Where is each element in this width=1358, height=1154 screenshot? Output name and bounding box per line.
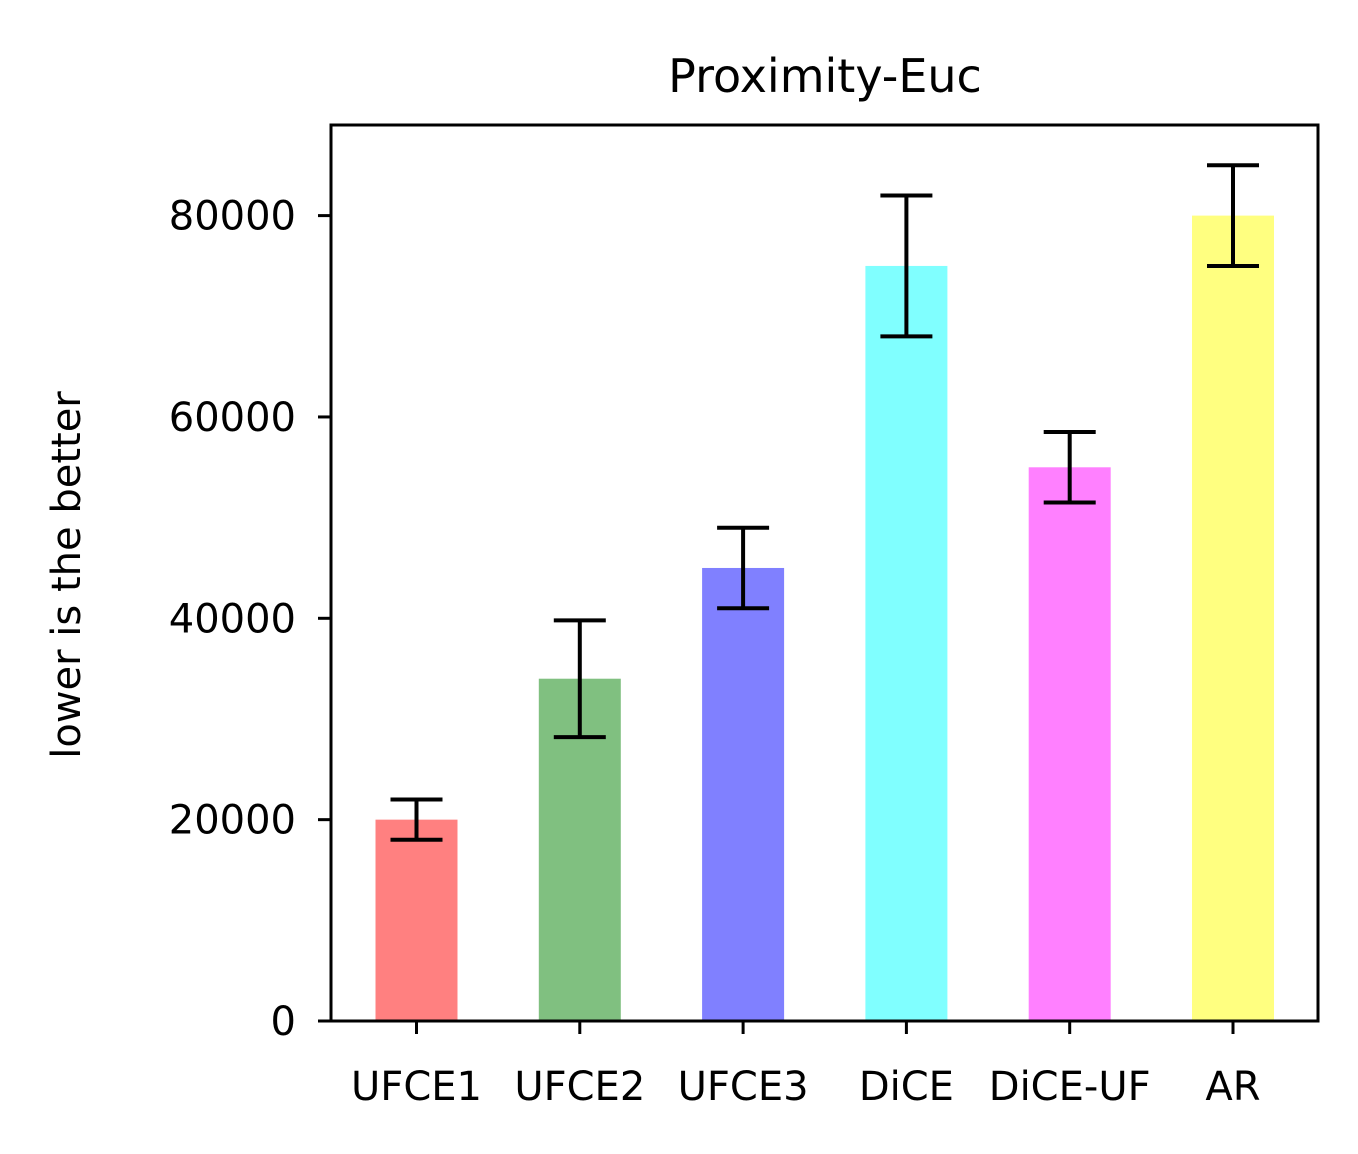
bar-dice [865,265,948,1021]
x-tick-label: UFCE2 [514,1064,645,1110]
y-axis-label: lower is the better [44,391,90,759]
error-bar-ufce1 [390,797,443,842]
error-bar-dice-uf [1043,430,1096,505]
bars-group [375,215,1274,1022]
y-tick-label: 80000 [169,194,296,240]
error-bar-ufce3 [717,525,770,611]
error-bars-group [390,163,1259,842]
x-tick-label: UFCE3 [678,1064,809,1110]
error-bar-ar [1207,163,1259,268]
y-tick-label: 20000 [169,798,296,844]
x-tick-label: AR [1205,1064,1260,1110]
x-tick-label: DiCE-UF [989,1064,1151,1110]
x-tick-label: DiCE [859,1064,954,1110]
error-bar-ufce2 [553,618,606,740]
y-tick-label: 60000 [169,395,296,441]
plot-frame [329,123,1320,1023]
bar-dice-uf [1028,467,1111,1022]
chart-title: Proximity-Euc [668,49,982,103]
bar-ufce3 [702,567,785,1021]
bar-ar [1192,215,1274,1021]
error-bar-dice [880,193,933,339]
y-axis-ticks: 0 20000 40000 60000 80000 [169,194,331,1045]
bar-ufce1 [375,819,458,1021]
x-axis-ticks: UFCE1 UFCE2 UFCE3 DiCE DiCE-UF AR [351,1021,1261,1110]
y-tick-label: 40000 [169,596,296,642]
y-tick-label: 0 [271,999,296,1045]
x-tick-label: UFCE1 [351,1064,482,1110]
